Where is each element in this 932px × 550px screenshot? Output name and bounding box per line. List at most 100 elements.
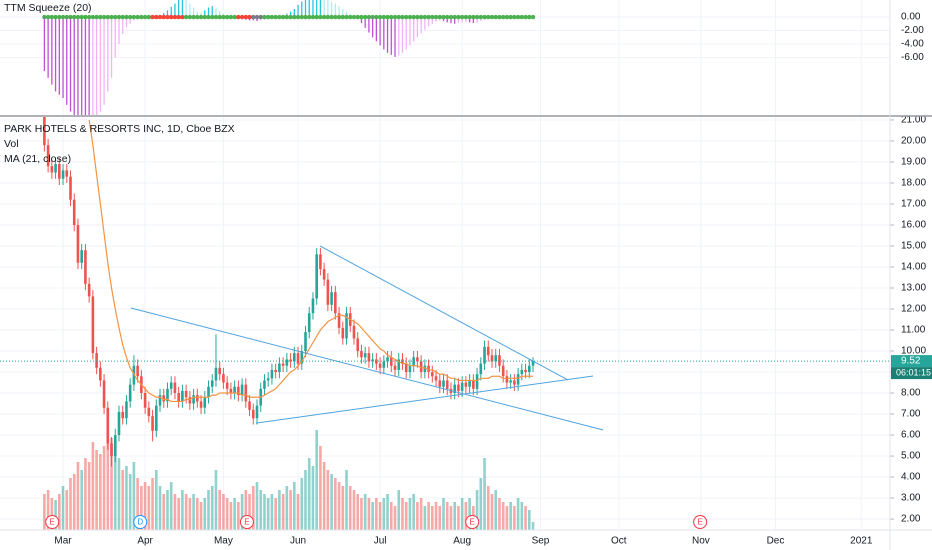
volume-bar [304,470,307,530]
volume-bar [80,470,83,530]
candle-body [184,390,188,398]
volume-bar [207,490,210,530]
event-marker [465,515,480,529]
volume-bar [498,498,501,530]
volume-bar [199,502,203,530]
candle-body [196,395,199,402]
volume-bar [225,498,229,530]
volume-bar [524,506,527,530]
squeeze-dot [437,14,442,20]
squeeze-dot [247,14,252,20]
squeeze-dot [139,14,144,20]
y-tick-label: -6.00 [901,52,924,63]
squeeze-dot [471,14,476,20]
volume-bar [281,494,285,530]
squeeze-dot [135,14,140,20]
candle-body [524,369,527,373]
candle-body [91,296,95,354]
candle-body [337,313,341,328]
squeeze-dot [508,14,513,20]
volume-bar [136,478,139,530]
candle-body [311,298,315,314]
squeeze-dot [385,14,390,20]
squeeze-dot [165,14,170,20]
y-tick-label: 0.00 [901,12,921,23]
volume-bar [58,494,61,530]
volume-bar [513,506,516,530]
candle-body [281,363,285,366]
volume-bar [416,502,419,530]
candle-body [292,353,296,362]
volume-bar [401,498,404,530]
y-tick-label: 17.00 [901,199,926,210]
squeeze-dot [456,14,461,20]
candle-body [404,363,408,373]
candle-body [158,395,162,406]
y-tick-label: 8.00 [901,388,921,399]
squeeze-dot [90,14,96,20]
event-label: E [697,518,702,527]
squeeze-dot [150,14,155,20]
candle-body [222,374,225,383]
squeeze-dot [318,14,323,20]
candle-body [72,199,76,225]
squeeze-dot [79,14,84,20]
volume-bar [54,500,57,530]
candle-body [251,409,255,419]
candle-body [393,365,397,370]
squeeze-dot [310,14,316,20]
candle-body [375,359,378,364]
squeeze-dot [433,14,439,20]
volume-bar [285,486,289,530]
squeeze-dot [426,14,431,20]
squeeze-dot [124,14,129,20]
volume-bar [76,462,80,530]
squeeze-dot [262,14,267,20]
candle-body [278,363,281,373]
y-tick-label: 13.00 [901,283,926,294]
candle-body [210,380,214,387]
squeeze-dot [422,14,428,20]
squeeze-dot [430,14,435,20]
y-tick-label: -4.00 [901,39,924,50]
candle-body [520,369,524,375]
volume-bar [154,470,158,530]
y-tick-label: 5.00 [901,451,921,462]
squeeze-dot [72,14,77,20]
squeeze-dot [404,14,409,20]
volume-bar [475,490,479,530]
squeeze-dot [493,14,498,20]
volume-bar [106,434,110,530]
volume-bar [423,506,427,530]
volume-bar [319,446,322,530]
candle-body [54,164,57,173]
volume-bar [434,502,438,530]
candle-body [389,357,393,366]
volume-bar [382,498,386,530]
squeeze-dot [396,14,401,20]
volume-bar [494,490,498,530]
y-tick-label: 14.00 [901,262,926,273]
squeeze-dot [381,14,387,20]
squeeze-dot [195,14,200,20]
volume-bar [419,498,423,530]
volume-bar [181,490,184,530]
squeeze-dot [340,14,345,20]
squeeze-dot [527,14,532,20]
candle-body [341,327,345,339]
squeeze-dot [154,14,159,20]
volume-bar [61,486,65,530]
candle-body [531,361,535,366]
candle-body [475,374,479,389]
candle-body [117,411,121,436]
squeeze-dot [224,14,230,20]
candle-body [128,384,132,402]
candle-body [162,395,166,402]
squeeze-dot [180,14,185,20]
x-tick-label: Aug [453,536,471,547]
squeeze-dot [213,14,219,20]
y-tick-label: 20.00 [901,136,926,147]
event-label: E [470,518,475,527]
